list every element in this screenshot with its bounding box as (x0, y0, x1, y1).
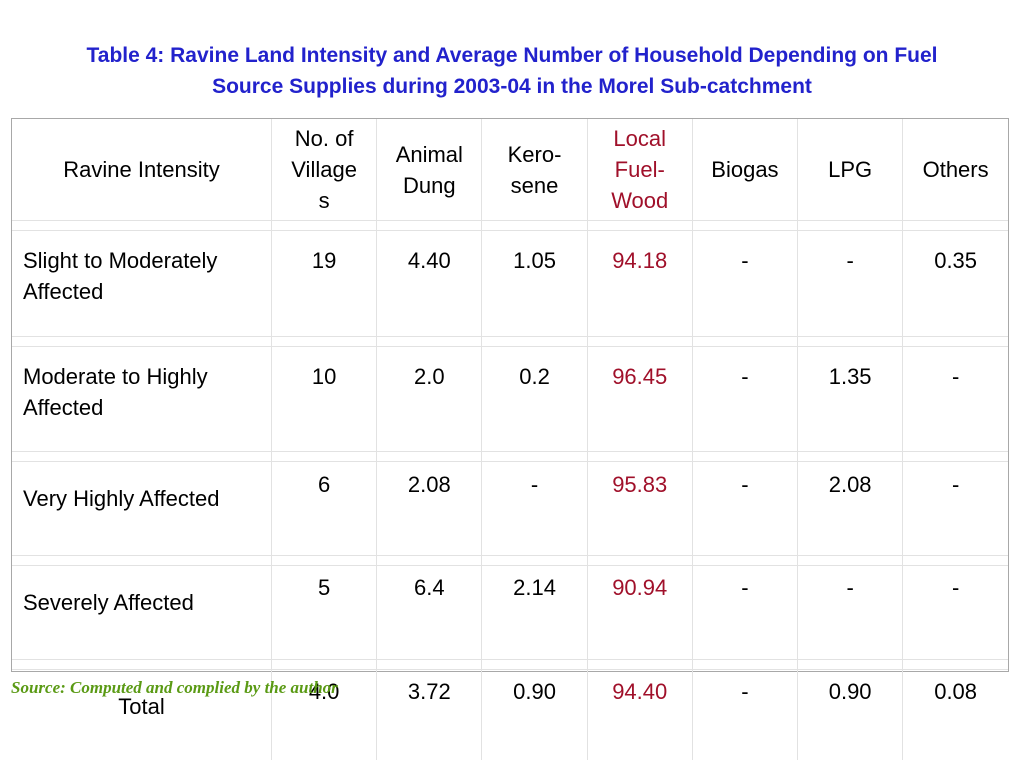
cell-biogas: - (692, 669, 799, 760)
cell-biogas: - (692, 565, 799, 660)
header-text: Wood (611, 188, 669, 213)
row-separator (12, 451, 1008, 462)
cell-fuel-wood: 94.18 (587, 230, 693, 337)
cell-biogas: - (692, 346, 799, 452)
cell-villages: 6 (271, 461, 378, 556)
header-biogas: Biogas (692, 119, 799, 221)
cell-others: - (951, 472, 960, 497)
header-text: Animal (395, 141, 463, 167)
header-text: Others (922, 157, 989, 182)
row-separator (12, 336, 1008, 347)
header-others: Others (903, 119, 1008, 221)
header-local-fuel-wood: Local Fuel- Wood (587, 119, 693, 221)
cell-others: - (951, 575, 960, 600)
header-text: Biogas (711, 157, 779, 182)
cell-others: 0.08 (934, 679, 978, 704)
row-separator (12, 220, 1008, 231)
header-ravine-intensity: Ravine Intensity (12, 119, 273, 221)
cell-lpg: 2.08 (797, 461, 904, 556)
header-text: No. of (294, 126, 354, 151)
row-label: Very Highly Affected (12, 461, 273, 556)
cell-kerosene: 0.2 (481, 346, 588, 452)
row-label-text: Severely Affected (23, 590, 194, 615)
header-lpg: LPG (797, 119, 904, 221)
cell-kerosene: - (481, 461, 588, 556)
cell-lpg: 0.90 (797, 669, 904, 760)
header-text: s (318, 188, 330, 213)
header-text: Kero- (507, 141, 562, 167)
cell-animal-dung: 4.40 (376, 230, 483, 337)
table-row: Moderate to Highly Affected 10 2.0 0.2 9… (12, 346, 1008, 452)
cell-fuel-wood: 96.45 (587, 346, 693, 452)
table-row: Very Highly Affected 6 2.08 - 95.83 - 2.… (12, 461, 1008, 556)
row-separator (12, 555, 1008, 566)
cell-villages: 10 (271, 346, 378, 452)
total-row: Total 4.0 3.72 0.90 94.40 - 0.90 0.08 (12, 669, 1008, 760)
cell-others: 0.35 (934, 248, 978, 273)
header-text: Dung (403, 172, 456, 198)
header-animal-dung: Animal Dung (376, 119, 483, 221)
header-text: sene (510, 172, 559, 198)
table-title: Table 4: Ravine Land Intensity and Avera… (0, 40, 1024, 102)
source-note: Source: Computed and complied by the aut… (11, 678, 338, 697)
cell-villages: 5 (271, 565, 378, 660)
cell-animal-dung: 3.72 (376, 669, 483, 760)
cell-biogas: - (692, 230, 799, 337)
cell-lpg: 1.35 (797, 346, 904, 452)
cell-kerosene: 1.05 (481, 230, 588, 337)
cell-lpg: - (797, 565, 904, 660)
table-row: Severely Affected 5 6.4 2.14 90.94 - - - (12, 565, 1008, 660)
header-text: Village (291, 157, 357, 182)
row-label-text: Affected (23, 395, 104, 420)
cell-fuel-wood: 95.83 (587, 461, 693, 556)
row-separator (12, 659, 1008, 670)
header-kerosene: Kero- sene (481, 119, 588, 221)
row-label-text: Affected (23, 279, 104, 304)
table-title-line-2: Source Supplies during 2003-04 in the Mo… (212, 75, 812, 98)
cell-villages: 4.0 (271, 669, 378, 760)
header-row: Ravine Intensity No. of Village s Animal… (12, 119, 1008, 221)
cell-fuel-wood: 90.94 (587, 565, 693, 660)
header-text: Ravine Intensity (63, 157, 220, 182)
row-label-text: Moderate to Highly (23, 364, 208, 389)
row-label: Severely Affected (12, 565, 273, 660)
row-label: Moderate to Highly Affected (12, 346, 273, 452)
cell-others: - (951, 364, 960, 389)
cell-biogas: - (692, 461, 799, 556)
cell-kerosene: 0.90 (481, 669, 588, 760)
header-text: Fuel- (614, 157, 665, 182)
cell-lpg: - (797, 230, 904, 337)
table-title-line-1: Table 4: Ravine Land Intensity and Avera… (86, 44, 938, 67)
header-no-of-villages: No. of Village s (271, 119, 378, 221)
row-label-text: Slight to Moderately (23, 248, 218, 273)
row-label: Slight to Moderately Affected (12, 230, 273, 337)
cell-villages: 19 (271, 230, 378, 337)
row-label-text: Total (118, 694, 165, 719)
fuel-source-table: Ravine Intensity No. of Village s Animal… (11, 118, 1009, 760)
header-text: Local (613, 126, 667, 151)
row-label: Total (12, 669, 273, 760)
cell-animal-dung: 2.08 (376, 461, 483, 556)
header-text: LPG (828, 157, 873, 182)
cell-animal-dung: 2.0 (376, 346, 483, 452)
table-row: Slight to Moderately Affected 19 4.40 1.… (12, 230, 1008, 337)
row-label-text: Very Highly Affected (23, 486, 220, 511)
cell-fuel-wood: 94.40 (587, 669, 693, 760)
cell-animal-dung: 6.4 (376, 565, 483, 660)
cell-kerosene: 2.14 (481, 565, 588, 660)
